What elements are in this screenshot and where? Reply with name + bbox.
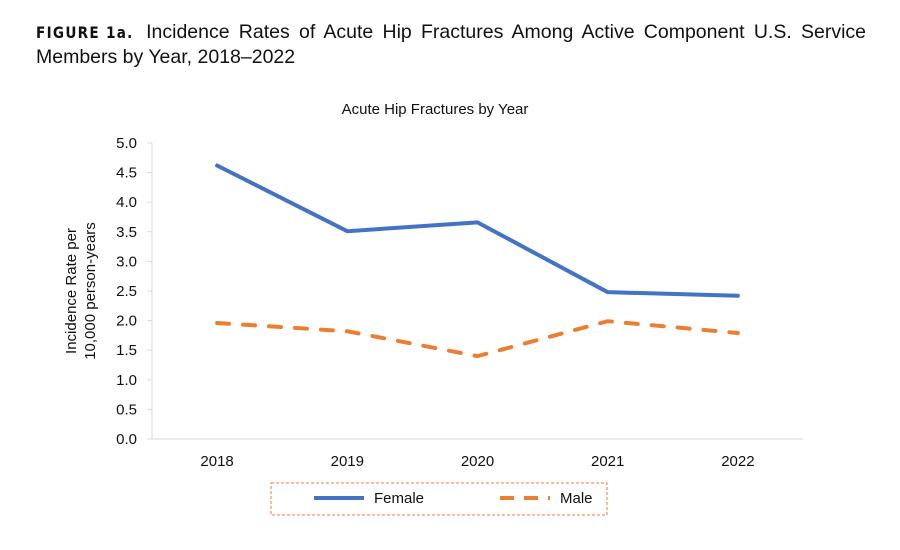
x-tick-label: 2018 bbox=[200, 453, 233, 470]
y-tick-label: 4.0 bbox=[116, 194, 137, 211]
y-tick-label: 3.0 bbox=[116, 253, 137, 270]
y-tick-label: 5.0 bbox=[116, 135, 137, 152]
figure-label: FIGURE 1a. bbox=[36, 23, 134, 42]
x-tick-label: 2020 bbox=[461, 453, 494, 470]
series-line-female bbox=[215, 163, 740, 298]
legend: Female Male bbox=[270, 482, 608, 516]
chart-title: Acute Hip Fractures by Year bbox=[342, 101, 529, 118]
y-axis-label-line-1: Incidence Rate per bbox=[63, 228, 80, 354]
x-tick-label: 2019 bbox=[331, 453, 364, 470]
y-axis-label: Incidence Rate per 10,000 person-years bbox=[63, 222, 99, 360]
legend-label-female: Female bbox=[374, 490, 424, 507]
x-tick-label: 2022 bbox=[721, 453, 754, 470]
figure-caption: FIGURE 1a. Incidence Rates of Acute Hip … bbox=[36, 20, 866, 70]
y-tick-label: 1.5 bbox=[116, 342, 137, 359]
y-axis-label-line-2: 10,000 person-years bbox=[82, 222, 99, 360]
y-tick-label: 2.0 bbox=[116, 313, 137, 330]
y-tick-label: 1.0 bbox=[116, 372, 137, 389]
legend-border bbox=[270, 482, 608, 516]
legend-label-male: Male bbox=[560, 490, 593, 507]
y-tick-label: 0.5 bbox=[116, 401, 137, 418]
y-tick-label: 4.5 bbox=[116, 165, 137, 182]
figure-caption-text: Incidence Rates of Acute Hip Fractures A… bbox=[36, 21, 867, 68]
series-line-male bbox=[215, 319, 740, 359]
y-tick-label: 3.5 bbox=[116, 224, 137, 241]
y-tick-label: 0.0 bbox=[116, 431, 137, 448]
x-tick-label: 2021 bbox=[591, 453, 624, 470]
y-tick-label: 2.5 bbox=[116, 283, 137, 300]
